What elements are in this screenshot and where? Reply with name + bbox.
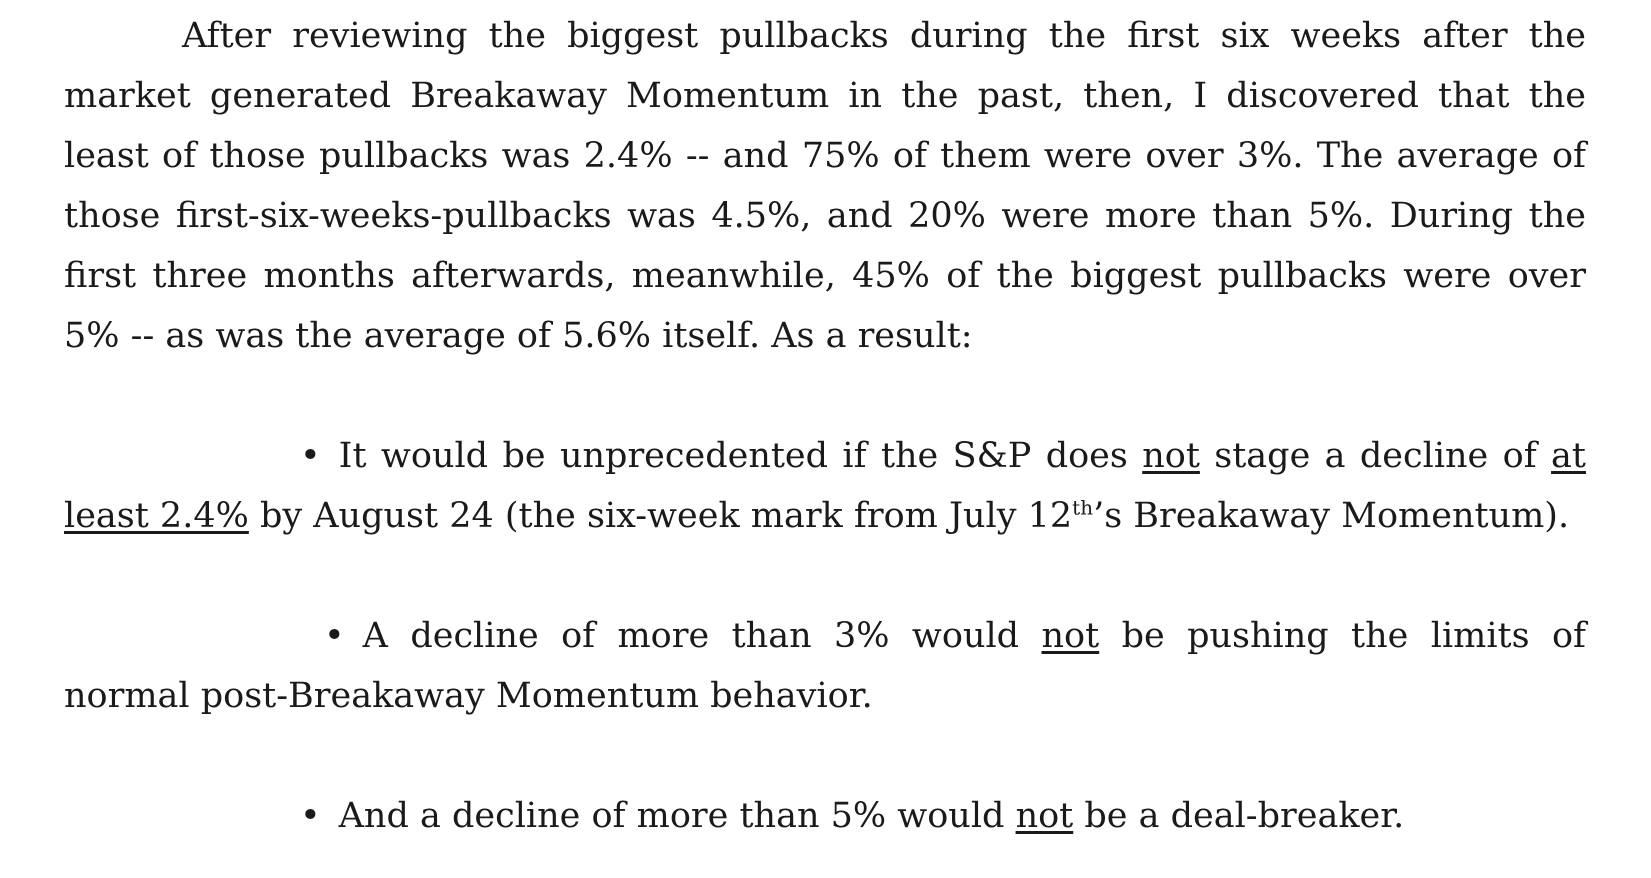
bullet-1-text-c: by August 24 (the six-week mark from Jul… xyxy=(248,496,1073,536)
bullet-item-1: • It would be unprecedented if the S&P do… xyxy=(64,426,1586,546)
bullet-dot: • xyxy=(300,436,321,476)
bullet-dot: • xyxy=(300,796,321,836)
bullet-3-text-a: And a decline of more than 5% would xyxy=(338,796,1016,836)
bullet-3-text-b: be a deal-breaker. xyxy=(1073,796,1405,836)
bullet-dot: • xyxy=(324,616,345,656)
bullet-item-3: • And a decline of more than 5% would not… xyxy=(64,786,1586,846)
bullet-1-underline-threshold: at least 2.4% xyxy=(64,436,1586,536)
bullet-1-superscript: th xyxy=(1072,495,1094,520)
bullet-1-text-a: It would be unprecedented if the S&P doe… xyxy=(338,436,1143,476)
bullet-2-text-a: A decline of more than 3% would xyxy=(362,616,1042,656)
bullet-1-text-d: ’s Breakaway Momentum). xyxy=(1093,496,1570,536)
bullet-1-text-b: stage a decline of xyxy=(1199,436,1552,476)
bullet-1-underline-not: not xyxy=(1142,436,1200,476)
bullet-2-text-b: be pushing the limits of normal post-Bre… xyxy=(64,616,1586,716)
bullet-3-underline-not: not xyxy=(1015,796,1074,836)
document-body: After reviewing the biggest pullbacks du… xyxy=(64,6,1586,846)
bullet-item-2: • A decline of more than 3% would not be … xyxy=(64,606,1586,726)
bullet-2-underline-not: not xyxy=(1041,616,1100,656)
intro-paragraph: After reviewing the biggest pullbacks du… xyxy=(64,16,1586,356)
